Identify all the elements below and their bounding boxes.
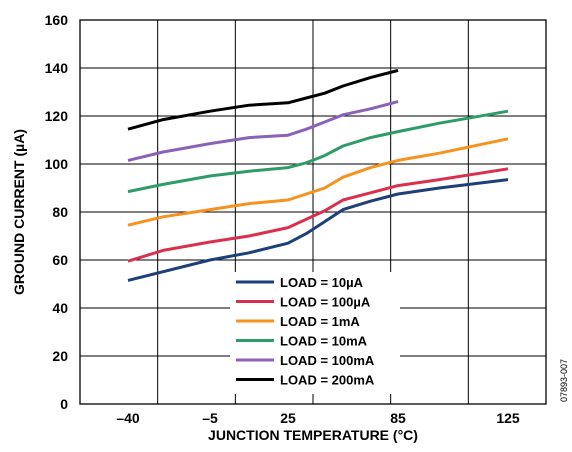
y-tick-label: 160 [45, 12, 69, 28]
y-tick-labels: 0 20 40 60 80 100 120 140 160 [45, 12, 69, 412]
figure-code: 07893-007 [559, 359, 569, 402]
legend-label: LOAD = 100µA [280, 295, 371, 310]
series-line [127, 68, 399, 131]
y-tick-label: 40 [52, 300, 68, 316]
x-axis-title: JUNCTION TEMPERATURE (°C) [208, 427, 418, 443]
series-line [127, 100, 399, 162]
x-tick-labels: –40 –5 25 85 125 [116, 410, 520, 426]
legend-label: LOAD = 10µA [280, 275, 364, 290]
plot-frame [79, 19, 547, 405]
legend: LOAD = 10µA LOAD = 100µA LOAD = 1mA LOAD = … [230, 272, 400, 394]
y-tick-label: 80 [52, 204, 68, 220]
legend-label: LOAD = 10mA [280, 334, 368, 349]
y-tick-label: 0 [60, 396, 68, 412]
legend-background [230, 272, 400, 394]
series-line [127, 167, 509, 263]
y-tick-label: 100 [45, 156, 69, 172]
legend-label: LOAD = 200mA [280, 373, 375, 388]
y-tick-label: 120 [45, 108, 69, 124]
y-tick-label: 60 [52, 252, 68, 268]
y-tick-label: 20 [52, 348, 68, 364]
legend-label: LOAD = 1mA [280, 314, 360, 329]
x-tick-label: 85 [390, 410, 406, 426]
legend-label: LOAD = 100mA [280, 353, 375, 368]
y-axis-title: GROUND CURRENT (µA) [11, 129, 27, 295]
x-tick-label: 125 [496, 410, 520, 426]
series-line [127, 109, 509, 194]
x-tick-label: 25 [280, 410, 296, 426]
y-tick-label: 140 [45, 60, 69, 76]
series-lines [127, 68, 509, 282]
series-line [127, 137, 509, 227]
series-line [127, 178, 509, 282]
x-tick-label: –5 [202, 410, 218, 426]
x-tick-label: –40 [116, 410, 140, 426]
